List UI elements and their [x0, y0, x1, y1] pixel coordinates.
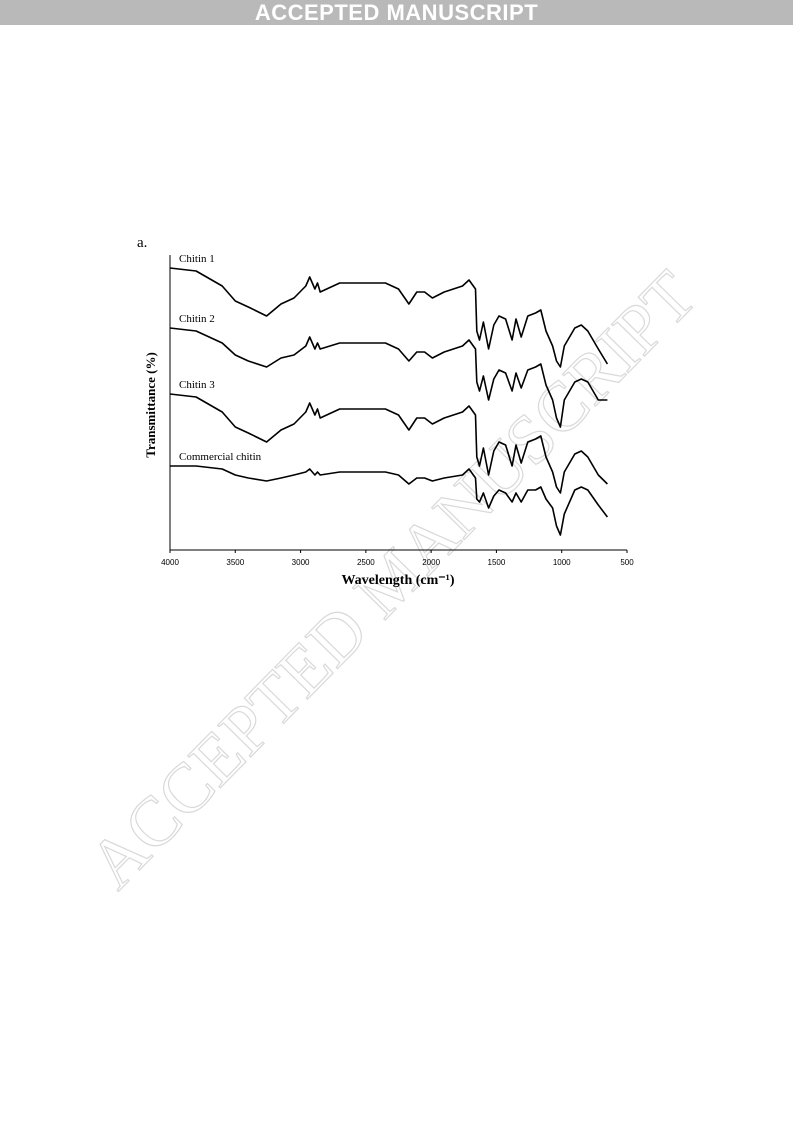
x-tick-label: 1000 [553, 558, 571, 567]
series-label: Commercial chitin [179, 451, 262, 463]
x-tick-label: 4000 [161, 558, 179, 567]
x-tick-label: 1500 [488, 558, 506, 567]
x-tick-label: 3000 [292, 558, 310, 567]
x-tick-label: 500 [620, 558, 634, 567]
series-label: Chitin 2 [179, 313, 215, 325]
series-line [169, 327, 608, 428]
panel-label: a. [137, 235, 147, 251]
series-label: Chitin 3 [179, 379, 215, 391]
x-tick-label: 2500 [357, 558, 375, 567]
x-tick-label: 2000 [422, 558, 440, 567]
series-line [170, 465, 609, 536]
x-tick-label: 3500 [226, 558, 244, 567]
series-line [169, 393, 608, 494]
series-label: Chitin 1 [179, 253, 215, 265]
banner: ACCEPTED MANUSCRIPT [0, 0, 793, 25]
y-axis-label: Transmittance (%) [143, 352, 158, 458]
x-axis-label: Wavelength (cm⁻¹) [341, 573, 454, 588]
series-line [169, 267, 609, 368]
